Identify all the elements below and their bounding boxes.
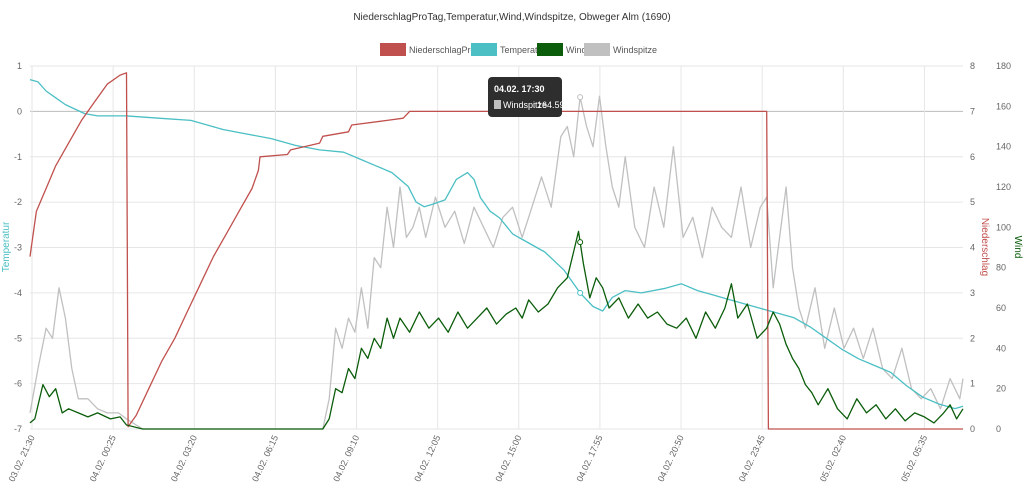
tooltip-separator: : (533, 100, 536, 110)
precipitation-axis-label: Niederschlag (979, 218, 990, 276)
legend-swatch-wind (537, 43, 563, 56)
precipitation-tick-label: 4 (970, 243, 975, 253)
windspitze-hover-marker (577, 94, 584, 101)
wind-tick-label: 100 (996, 222, 1011, 232)
legend-label-temperatur: Temperatur (500, 45, 546, 55)
wind-tick-label: 80 (996, 263, 1006, 273)
temperature-tick-label: -2 (14, 197, 22, 207)
x-tick-label: 04.02. 09:10 (331, 434, 361, 484)
precipitation-tick-label: 2 (970, 333, 975, 343)
x-tick-label: 04.02. 03:20 (169, 434, 199, 484)
temperature-tick-label: -4 (14, 288, 22, 298)
precipitation-tick-label: 7 (970, 106, 975, 116)
series-line-windspitze (29, 95, 964, 430)
temperature-tick-label: -1 (14, 152, 22, 162)
precipitation-tick-label: 3 (970, 288, 975, 298)
series-line-niederschlagprotag (29, 72, 963, 430)
x-tick-label: 04.02. 12:05 (412, 434, 442, 484)
tooltip-series: Windspitze (503, 100, 547, 110)
wind-tick-label: 180 (996, 61, 1011, 71)
temperature-tick-label: -5 (14, 333, 22, 343)
temperature-axis-label: Temperatur (1, 221, 12, 272)
x-tick-label: 05.02. 02:40 (818, 434, 848, 484)
legend-swatch-windspitze (584, 43, 610, 56)
legend-item-windspitze[interactable]: Windspitze (584, 43, 657, 56)
tooltip-time: 04.02. 17:30 (494, 84, 545, 94)
x-tick-label: 04.02. 06:15 (250, 434, 280, 484)
series-line-temperatur (29, 78, 964, 410)
x-tick-label: 03.02. 21:30 (7, 434, 37, 484)
temperature-axis: 1 0 -1 -2 -3 -4 -5 -6 -7 (14, 61, 22, 434)
x-tick-label: 04.02. 00:25 (88, 434, 118, 484)
x-tick-label: 04.02. 23:45 (737, 434, 767, 484)
x-tick-label: 04.02. 15:00 (493, 434, 523, 484)
precipitation-tick-label: 0 (970, 424, 975, 434)
wind-tick-label: 40 (996, 343, 1006, 353)
wind-tick-label: 140 (996, 142, 1011, 152)
legend-swatch-niederschlag (380, 43, 406, 56)
series-layer (29, 72, 964, 430)
tooltip-value: 164.59 (537, 100, 565, 110)
precipitation-axis: 8 7 6 5 4 3 2 1 0 (970, 61, 975, 434)
precipitation-tick-label: 1 (970, 379, 975, 389)
legend-label-windspitze: Windspitze (613, 45, 657, 55)
precipitation-tick-label: 8 (970, 61, 975, 71)
temperature-tick-label: -6 (14, 379, 22, 389)
x-tick-label: 04.02. 17:55 (575, 434, 605, 484)
legend-item-wind[interactable]: Wind (537, 43, 587, 56)
legend-swatch-temperatur (471, 43, 497, 56)
wind-tick-label: 20 (996, 384, 1006, 394)
temperature-tick-label: -3 (14, 243, 22, 253)
wind-axis-label: Wind (1012, 236, 1023, 259)
legend-label-wind: Wind (566, 45, 587, 55)
x-tick-label: 05.02. 05:35 (899, 434, 929, 484)
precipitation-tick-label: 5 (970, 197, 975, 207)
legend-label-niederschlag: NiederschlagProTag (409, 45, 490, 55)
temperature-tick-label: -7 (14, 424, 22, 434)
tooltip-swatch (494, 100, 501, 109)
wind-hover-marker (577, 239, 584, 246)
tooltip-box (488, 77, 562, 117)
wind-tick-label: 120 (996, 182, 1011, 192)
x-axis: 03.02. 21:30 04.02. 00:25 04.02. 03:20 04.0… (7, 434, 930, 484)
wind-tick-label: 60 (996, 303, 1006, 313)
temperatur-hover-marker (577, 289, 584, 296)
x-tick-label: 04.02. 20:50 (656, 434, 686, 484)
legend-item-temperatur[interactable]: Temperatur (471, 43, 546, 56)
wind-tick-label: 160 (996, 101, 1011, 111)
temperature-tick-label: 1 (17, 61, 22, 71)
series-line-wind (29, 230, 964, 430)
precipitation-tick-label: 6 (970, 152, 975, 162)
legend-item-niederschlag[interactable]: NiederschlagProTag (380, 43, 490, 56)
chart-title: NiederschlagProTag,Temperatur,Wind,Winds… (353, 12, 670, 23)
wind-axis: 180 160 140 120 100 80 60 40 20 0 (996, 61, 1011, 434)
grid (30, 65, 963, 430)
wind-tick-label: 0 (996, 424, 1001, 434)
temperature-tick-label: 0 (17, 106, 22, 116)
legend: NiederschlagProTag Temperatur Wind Winds… (380, 43, 657, 56)
tooltip: 04.02. 17:30 Windspitze : 164.59 (488, 77, 565, 117)
